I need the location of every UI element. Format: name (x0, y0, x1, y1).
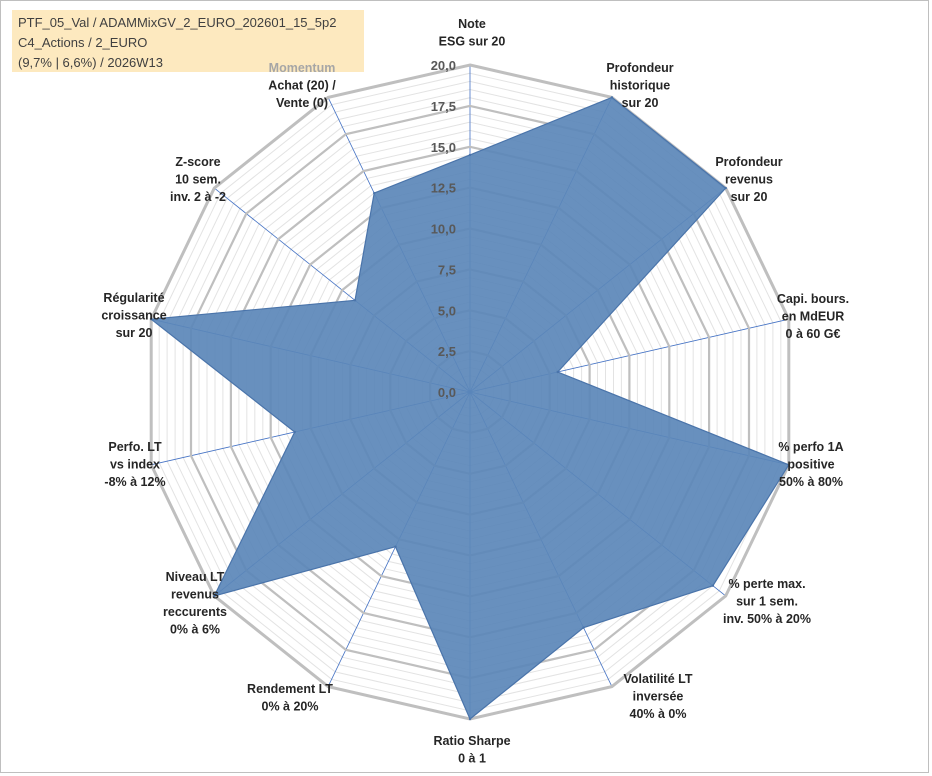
axis-label: Profondeur revenus sur 20 (715, 155, 782, 204)
axis-label: Niveau LT revenus reccurents 0% à 6% (163, 570, 227, 637)
axis-label-line: sur 1 sem. (736, 595, 798, 609)
series-point (394, 545, 397, 548)
series-point (711, 584, 715, 587)
axis-label-line: Achat (20) / (268, 79, 336, 93)
axis-label: Profondeur historique sur 20 (606, 61, 673, 110)
series-point (610, 96, 614, 99)
axis-label-line: 10 sem. (175, 173, 221, 187)
axis-label-line: inv. 2 à -2 (170, 190, 226, 204)
axis-label-line: inversée (633, 690, 684, 704)
axis-label-line: sur 20 (116, 326, 153, 340)
radial-tick-label: 12,5 (431, 181, 456, 196)
radial-tick-labels: 0,0 2,5 5,0 7,5 10,0 12,5 15,0 17,5 20,0 (431, 58, 456, 400)
axis-label-line: Note (458, 17, 486, 31)
axis-label-line: Capi. bours. (777, 292, 849, 306)
axis-label-line: % perte max. (728, 577, 805, 591)
axis-label-line: revenus (171, 588, 219, 602)
series-layer (149, 96, 790, 721)
axis-label: Volatilité LT inversée 40% à 0% (624, 672, 693, 721)
axis-label-line: reccurents (163, 605, 227, 619)
axis-label-line: Volatilité LT (624, 672, 693, 686)
axis-label-line: sur 20 (731, 190, 768, 204)
axis-label-line: Régularité (103, 291, 164, 305)
axis-label-line: % perfo 1A (778, 440, 843, 454)
axis-label-line: Ratio Sharpe (433, 734, 510, 748)
axis-label-line: 0% à 6% (170, 623, 220, 637)
axis-label-line: revenus (725, 173, 773, 187)
axis-label-line: Perfo. LT (108, 440, 162, 454)
axis-label-line: Vente (0) (276, 96, 328, 110)
series-point (468, 717, 472, 721)
axis-label: Z-score 10 sem. inv. 2 à -2 (170, 155, 226, 204)
axis-label: Perfo. LT vs index -8% à 12% (104, 440, 165, 489)
axis-label-line: Momentum (269, 61, 336, 75)
axis-label-line: Profondeur (606, 61, 673, 75)
axis-label-line: ESG sur 20 (439, 35, 506, 49)
period-stats: (9,7% | 6,6%) / 2026W13 (18, 55, 164, 70)
radial-tick-label: 0,0 (438, 385, 456, 400)
axis-label: Note ESG sur 20 (439, 17, 506, 49)
series-point (150, 318, 153, 321)
axis-label: Ratio Sharpe 0 à 1 (433, 734, 510, 766)
axis-label-line: 0 à 60 G€ (786, 327, 841, 341)
radial-tick-label: 20,0 (431, 58, 456, 73)
axis-label-line: historique (610, 79, 670, 93)
axis-label: Régularité croissance sur 20 (101, 291, 166, 340)
radial-tick-label: 7,5 (438, 262, 456, 277)
axis-label-line: 0 à 1 (458, 752, 486, 766)
axis-label-line: 40% à 0% (630, 707, 687, 721)
series-point (213, 594, 216, 598)
series-point (293, 430, 296, 434)
axis-label-line: Profondeur (715, 155, 782, 169)
axis-labels: Note ESG sur 20 Profondeur historique sur 20… (101, 17, 849, 766)
axis-label: % perfo 1A positive 50% à 80% (778, 440, 843, 489)
chart-info-box: PTF_05_Val / ADAMMixGV_2_EURO_202601_15_… (12, 10, 364, 72)
axis-label-line: 50% à 80% (779, 475, 843, 489)
series-point (468, 153, 472, 157)
series-point (582, 626, 585, 629)
axis-label-line: -8% à 12% (104, 475, 165, 489)
axis-label-line: Z-score (175, 155, 220, 169)
series-point (787, 463, 790, 466)
axis-label-line: Niveau LT (166, 570, 225, 584)
axis-label: Capi. bours. en MdEUR 0 à 60 G€ (777, 292, 849, 341)
radial-tick-label: 15,0 (431, 140, 456, 155)
axis-label-line: sur 20 (622, 96, 659, 110)
radial-tick-label: 2,5 (438, 344, 456, 359)
axis-label-line: positive (787, 458, 834, 472)
axis-label: Momentum Achat (20) / Vente (0) (268, 61, 336, 110)
axis-label-line: vs index (110, 458, 160, 472)
radial-tick-label: 10,0 (431, 222, 456, 237)
radial-tick-label: 17,5 (431, 99, 456, 114)
series-point (556, 370, 559, 374)
axis-label-line: 0% à 20% (262, 700, 319, 714)
axis-label-line: inv. 50% à 20% (723, 612, 811, 626)
axis-label-line: croissance (101, 309, 166, 323)
portfolio-name: PTF_05_Val / ADAMMixGV_2_EURO_202601_15_… (18, 15, 337, 30)
series-point (353, 299, 357, 302)
axis-label-line: Rendement LT (247, 682, 333, 696)
series-point (724, 186, 727, 190)
axis-label-line: en MdEUR (782, 310, 845, 324)
axis-label: % perte max. sur 1 sem. inv. 50% à 20% (723, 577, 811, 626)
axis-label: Rendement LT 0% à 20% (247, 682, 333, 714)
series-point (373, 191, 376, 195)
asset-category: C4_Actions / 2_EURO (18, 35, 148, 50)
radial-tick-label: 5,0 (438, 303, 456, 318)
